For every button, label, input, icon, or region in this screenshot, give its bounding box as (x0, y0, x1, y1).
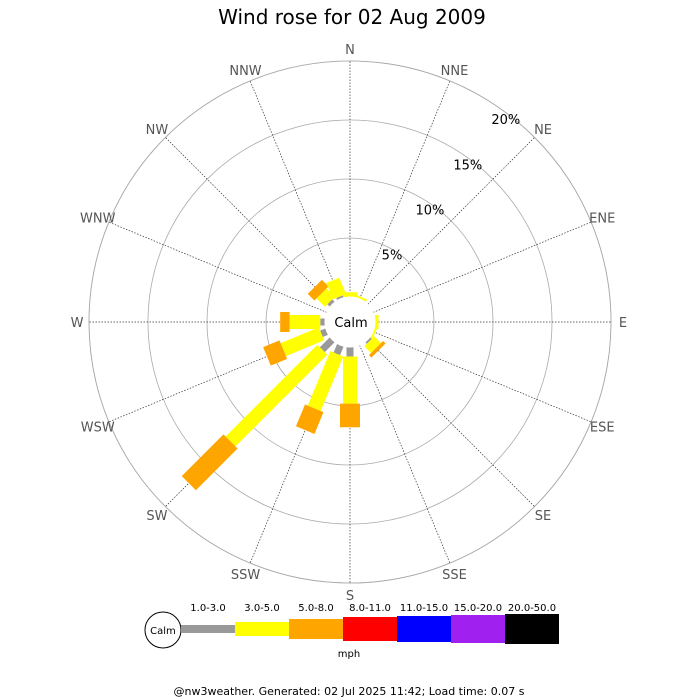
direction-label-s: S (346, 589, 354, 604)
direction-label-sw: SW (146, 509, 167, 524)
calm-circle (324, 296, 376, 348)
calm-label: Calm (334, 316, 367, 331)
legend-swatch-6 (505, 614, 559, 644)
legend-unit: mph (338, 649, 360, 660)
ring-label: 15% (453, 158, 482, 173)
grid-spoke-ese (372, 331, 592, 423)
ring-label: 20% (491, 113, 520, 128)
bar-nw-1 (316, 288, 335, 307)
grid-spoke-ene (372, 221, 592, 313)
bar-sw-1 (225, 344, 328, 447)
direction-label-ssw: SSW (231, 568, 261, 583)
legend-label-2: 5.0-8.0 (298, 603, 333, 614)
bar-sw-2 (181, 434, 238, 491)
legend-label-1: 3.0-5.0 (244, 603, 279, 614)
direction-label-nne: NNE (441, 64, 469, 79)
legend-calm-label: Calm (150, 626, 176, 637)
legend-label-0: 1.0-3.0 (190, 603, 225, 614)
bar-se-2 (368, 340, 386, 358)
bar-ssw-2 (295, 404, 324, 434)
direction-label-nnw: NNW (229, 64, 261, 79)
bar-nnw-1 (326, 277, 346, 300)
bar-wsw-1 (280, 327, 325, 357)
bar-nw-0 (327, 299, 335, 307)
bar-se-1 (364, 336, 381, 353)
grid-spoke-nw (165, 137, 333, 305)
bar-ssw-1 (307, 351, 344, 412)
bars-layer (181, 277, 386, 491)
legend-swatch-0 (181, 625, 235, 633)
bar-wsw-0 (320, 328, 329, 338)
direction-label-nw: NW (146, 123, 169, 138)
bar-sw-0 (319, 337, 335, 353)
grid-spoke-se (367, 339, 535, 507)
grid-ring-outer (88, 60, 612, 584)
labels-layer: N NNE NE ENE E ESE SE SSE S SSW SW WSW W WNW NW NNW 5% 10… (71, 43, 628, 604)
direction-label-wnw: WNW (80, 212, 116, 227)
direction-label-e: E (619, 316, 627, 331)
bar-nw-2 (307, 279, 329, 301)
grid-spoke-nnw (249, 80, 341, 300)
legend: Calm mph 1.0-3.0 3.0-5.0 5.0-8.0 8.0-11.0 11… (144, 603, 559, 660)
direction-label-w: W (71, 316, 84, 331)
legend-swatch-1 (235, 622, 289, 636)
legend-label-5: 15.0-20.0 (454, 603, 502, 614)
bar-wsw-2 (263, 340, 288, 366)
ring-label: 5% (382, 249, 403, 264)
legend-swatch-2 (289, 619, 343, 639)
chart-title: Wind rose for 02 Aug 2009 (218, 5, 486, 29)
direction-label-n: N (345, 43, 355, 58)
bar-ssw-0 (333, 343, 344, 356)
direction-label-se: SE (535, 509, 551, 524)
direction-label-wsw: WSW (81, 420, 115, 435)
grid-spoke-ne (367, 137, 535, 305)
legend-swatch-5 (451, 615, 505, 643)
direction-label-ne: NE (534, 123, 552, 138)
legend-swatch-3 (343, 617, 397, 641)
grid-spoke-sse (359, 344, 451, 564)
direction-label-sse: SSE (442, 568, 467, 583)
calm-center: Calm (324, 296, 376, 348)
footer-text: @nw3weather. Generated: 02 Jul 2025 11:4… (174, 685, 525, 698)
ring-label: 10% (415, 203, 444, 218)
legend-label-4: 11.0-15.0 (400, 603, 448, 614)
legend-label-6: 20.0-50.0 (508, 603, 556, 614)
direction-label-ese: ESE (590, 420, 615, 435)
grid-spoke-nne (359, 80, 451, 300)
direction-label-ene: ENE (589, 212, 615, 227)
legend-swatch-4 (397, 616, 451, 642)
legend-label-3: 8.0-11.0 (349, 603, 391, 614)
grid-spoke-wnw (108, 221, 328, 313)
